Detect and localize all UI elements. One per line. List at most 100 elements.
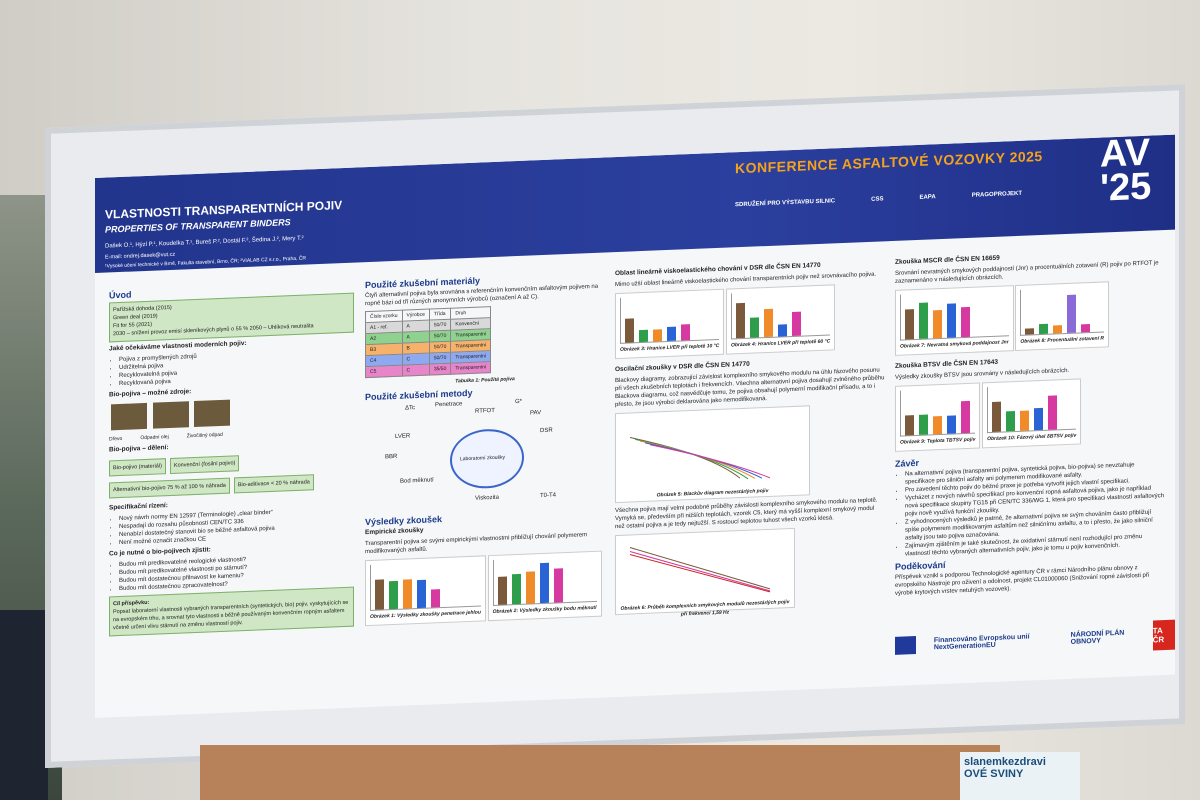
bio-b: Konvenční (fosilní pojivo) bbox=[169, 455, 240, 474]
bar bbox=[511, 573, 521, 605]
av-logo: AV '25 bbox=[1100, 134, 1152, 210]
logo-sps: SDRUŽENÍ PRO VÝSTAVBU SILNIC bbox=[735, 198, 836, 209]
image-oil bbox=[152, 401, 189, 429]
chart-caption: Obrázek 3: Hranice LVER při teplotě 10 °… bbox=[620, 342, 720, 353]
column-dsr: Oblast lineárně viskoelastického chování… bbox=[615, 256, 885, 619]
table-cell: Třída bbox=[429, 308, 451, 321]
bar bbox=[763, 308, 773, 338]
logo-eapa: EAPA bbox=[919, 194, 936, 201]
method-label: LVER bbox=[395, 433, 411, 440]
bar bbox=[625, 318, 634, 343]
bars bbox=[987, 383, 1077, 434]
bars bbox=[1020, 286, 1104, 336]
poster-authors: Dašek O.¹, Hýzl P.¹, Koudelka T.¹, Bureš… bbox=[105, 235, 304, 250]
table-cell: C bbox=[402, 364, 430, 377]
tacr-logo: TA ČR bbox=[1152, 619, 1175, 651]
column-intro: Úvod Pařížská dohoda (2015) Green deal (… bbox=[109, 278, 354, 640]
bars bbox=[900, 290, 1009, 341]
method-label: PAV bbox=[530, 410, 542, 417]
method-label: ΔTc bbox=[405, 405, 416, 412]
chart-caption: Obrázek 4: Hranice LVER při teplotě 60 °… bbox=[730, 338, 831, 349]
bar bbox=[431, 589, 440, 608]
method-label: Penetrace bbox=[435, 401, 463, 409]
table-cell: Transparentní bbox=[450, 361, 491, 375]
series-line bbox=[629, 554, 771, 593]
column-mscr: Zkouška MSCR dle ČSN EN 16659 Srovnání n… bbox=[895, 245, 1165, 598]
bars bbox=[492, 555, 597, 607]
bar bbox=[389, 580, 398, 610]
bar bbox=[497, 576, 507, 605]
poster: VLASTNOSTI TRANSPARENTNÍCH POJIV PROPERT… bbox=[95, 134, 1175, 718]
method-label: BBR bbox=[385, 453, 398, 461]
bar bbox=[947, 303, 956, 338]
bars bbox=[620, 293, 720, 344]
bar bbox=[681, 324, 690, 341]
image-wood bbox=[111, 402, 147, 431]
series-line bbox=[629, 551, 771, 592]
logo-pragoprojekt: PRAGOPROJEKT bbox=[971, 190, 1023, 199]
bar bbox=[667, 326, 676, 342]
chart-caption: Obrázek 9: Teplota TBTSV pojiv bbox=[900, 436, 976, 446]
funding-logos: Financováno Evropskou unií NextGeneratio… bbox=[895, 619, 1175, 661]
bar bbox=[961, 306, 970, 338]
table-cell: 35/50 bbox=[429, 363, 451, 376]
chart-softening: Obrázek 2: Výsledky zkoušky bodu měknutí bbox=[487, 550, 602, 622]
bars bbox=[900, 387, 976, 437]
image-label: Odpadní olej bbox=[140, 434, 169, 442]
bar bbox=[749, 317, 759, 338]
series-line bbox=[629, 547, 771, 590]
methods-diagram: Laboratorní zkoušky ΔTc Penetrace RTFOT … bbox=[365, 395, 605, 515]
banner-text2: OVÉ SVINY bbox=[964, 768, 1024, 780]
poster-title: VLASTNOSTI TRANSPARENTNÍCH POJIV bbox=[105, 198, 343, 222]
chart-master: Obrázek 6: Průběh komplexních smykových … bbox=[615, 527, 795, 617]
bar bbox=[777, 324, 787, 337]
bars bbox=[370, 560, 481, 611]
bar bbox=[919, 414, 928, 435]
bars bbox=[730, 289, 831, 340]
chart-caption: Obrázek 6: Průběh komplexních smykových … bbox=[620, 599, 790, 618]
bar bbox=[992, 401, 1002, 432]
bar bbox=[1067, 294, 1077, 333]
eu-flag-icon bbox=[895, 636, 916, 655]
column-materials: Použité zkušební materiály Čtyři alterna… bbox=[365, 268, 605, 631]
zaver-list: Na alternativní pojiva (transparentní po… bbox=[895, 460, 1165, 559]
bar bbox=[1025, 328, 1035, 335]
bio-a: Bio-pojivo (materiál) bbox=[109, 458, 166, 477]
chart-lver60: Obrázek 4: Hranice LVER při teplotě 60 °… bbox=[725, 284, 836, 355]
bar bbox=[653, 329, 662, 342]
method-label: Bod měknutí bbox=[400, 477, 434, 485]
uvod-box: Pařížská dohoda (2015) Green deal (2019)… bbox=[109, 292, 354, 343]
bar bbox=[525, 571, 535, 604]
image-label: Dřevo bbox=[109, 435, 123, 443]
bar bbox=[639, 329, 648, 343]
bar bbox=[417, 579, 426, 609]
chart-black-diagram: Obrázek 5: Blackův diagram nezestárlých … bbox=[615, 405, 810, 504]
chart-jnr: Obrázek 7: Nevratná smyková poddajnost J… bbox=[895, 285, 1014, 356]
bar bbox=[403, 579, 412, 609]
bar bbox=[1034, 407, 1044, 431]
chart-lver10: Obrázek 3: Hranice LVER při teplotě 10 °… bbox=[615, 288, 725, 360]
bar bbox=[1048, 395, 1058, 430]
chart-penetration: Obrázek 1: Výsledky zkoušky penetrace je… bbox=[365, 555, 486, 627]
funding-npo: NÁRODNÍ PLÁN OBNOVY bbox=[1070, 629, 1125, 646]
bio-d: Bio-aditivace < 20 % náhrada bbox=[233, 474, 314, 494]
series-line bbox=[629, 437, 741, 479]
bar bbox=[905, 415, 914, 436]
chart-caption: Obrázek 5: Blackův diagram nezestárlých … bbox=[656, 487, 769, 499]
method-label: DSR bbox=[540, 427, 553, 435]
chart-caption: Obrázek 8: Procentuální zotavení R bbox=[1020, 335, 1104, 345]
bio-images: Dřevo Odpadní olej Živočišný odpad bbox=[109, 393, 354, 444]
bar bbox=[1006, 411, 1016, 432]
method-label: T0-T4 bbox=[540, 492, 557, 500]
chart-caption: Obrázek 1: Výsledky zkoušky penetrace je… bbox=[370, 609, 481, 620]
bio-c: Alternativní bio-pojivo 75 % až 100 % ná… bbox=[109, 477, 230, 499]
black-diagram-lines bbox=[629, 437, 771, 480]
bar bbox=[933, 309, 942, 339]
table-cell: 50/70 bbox=[429, 341, 451, 354]
chart-caption: Obrázek 10: Fázový úhel δBTSV pojiv bbox=[987, 432, 1077, 443]
banner-text: slanemkezdravi bbox=[964, 756, 1046, 768]
method-label: RTFOT bbox=[475, 407, 495, 415]
bar bbox=[1081, 324, 1091, 333]
bar bbox=[375, 579, 384, 610]
chart-delta: Obrázek 10: Fázový úhel δBTSV pojiv bbox=[982, 378, 1082, 449]
